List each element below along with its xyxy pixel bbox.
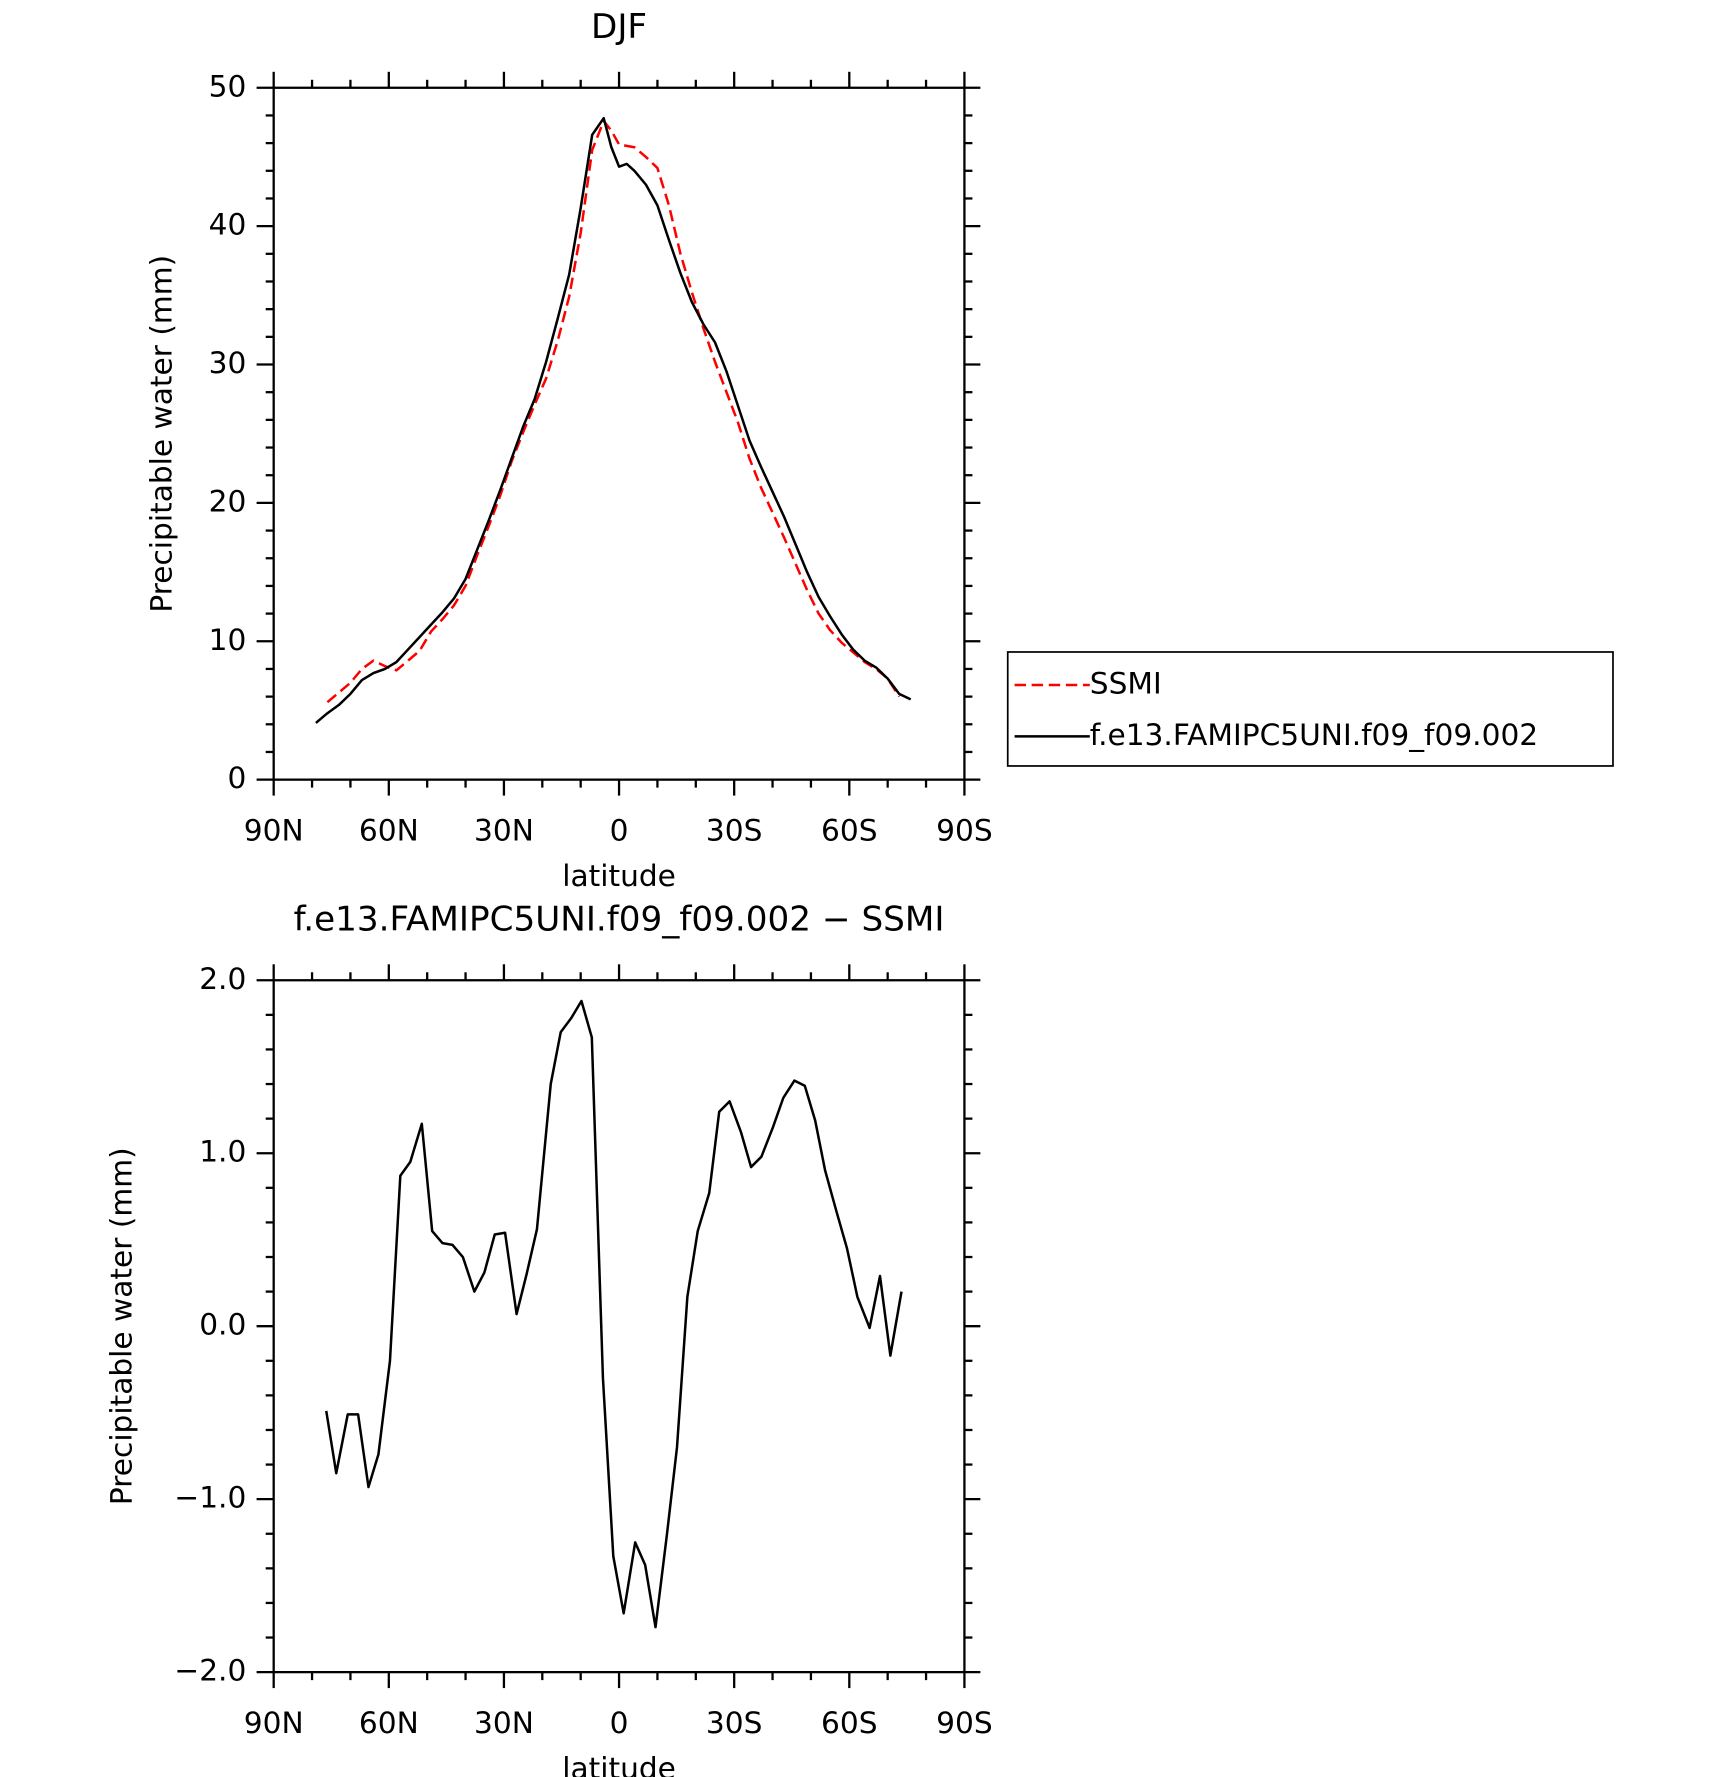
x-tick-label: 0 [610,813,629,848]
y-tick-label: 50 [209,68,247,103]
y-tick-label: 1.0 [199,1134,246,1169]
legend-label: SSMI [1090,666,1162,701]
plot-frame [272,979,966,1674]
data-line [326,119,901,704]
y-tick-label: 0.0 [199,1307,246,1342]
x-tick-label: 60N [359,1705,419,1740]
y-tick-label: 0 [227,760,246,795]
y-tick-label: 20 [209,483,247,518]
y-tick-label: 2.0 [199,961,246,996]
legend-label: f.e13.FAMIPC5UNI.f09_f09.002 [1090,717,1538,752]
x-tick-label: 30N [474,813,534,848]
x-axis-label: latitude [562,1751,676,1777]
x-tick-label: 60S [821,813,878,848]
legend-box [1006,651,1614,767]
plot-frame [272,86,966,781]
x-tick-label: 90N [244,813,304,848]
x-tick-label: 30N [474,1705,534,1740]
x-tick-label: 30S [706,1705,763,1740]
chart-title: f.e13.FAMIPC5UNI.f09_f09.002 − SSMI [294,899,945,939]
y-tick-label: −2.0 [174,1653,246,1688]
x-tick-label: 60N [359,813,419,848]
data-line [325,999,903,1629]
x-tick-label: 30S [706,813,763,848]
x-tick-label: 0 [610,1705,629,1740]
y-tick-label: −1.0 [174,1480,246,1515]
chart-title: DJF [591,7,647,47]
x-axis-label: latitude [562,858,676,893]
y-axis-label: Precipitable water (mm) [144,255,179,613]
x-tick-label: 90S [936,813,993,848]
x-tick-label: 90S [936,1705,993,1740]
x-tick-label: 60S [821,1705,878,1740]
y-tick-label: 40 [209,207,247,242]
y-axis-label: Precipitable water (mm) [104,1147,139,1505]
data-line [315,116,912,724]
y-tick-label: 10 [209,622,247,657]
x-tick-label: 90N [244,1705,304,1740]
y-tick-label: 30 [209,345,247,380]
